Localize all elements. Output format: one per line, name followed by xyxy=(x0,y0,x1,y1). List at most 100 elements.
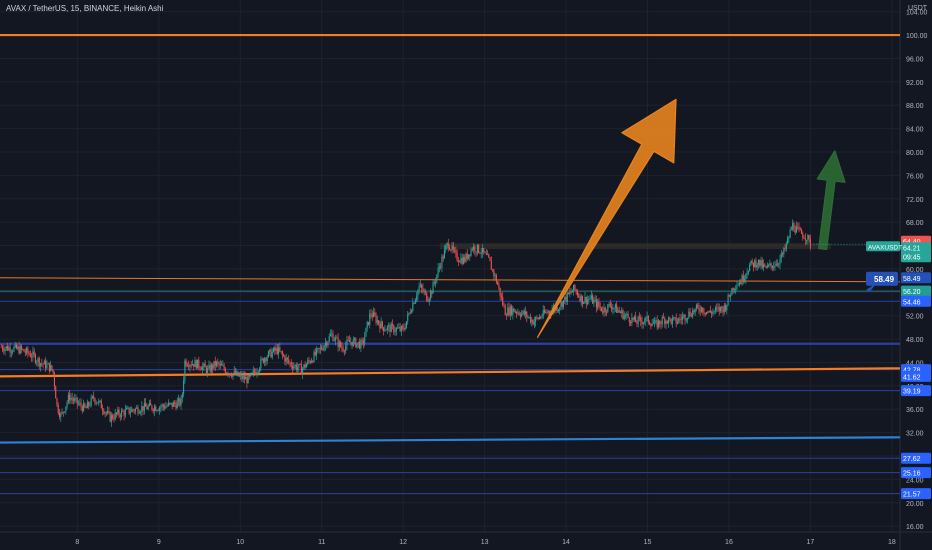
candle-body xyxy=(608,303,610,305)
candle-body xyxy=(152,409,154,412)
candle-body xyxy=(3,349,5,352)
candle-body xyxy=(632,317,634,320)
candle-body xyxy=(241,374,243,380)
candle-body xyxy=(592,295,594,304)
candle-body xyxy=(485,252,487,255)
candle-body xyxy=(678,318,680,322)
candle-body xyxy=(669,317,671,319)
candle-body xyxy=(83,403,85,412)
candle-body xyxy=(76,397,78,404)
candle-body xyxy=(568,292,570,294)
annotation-arrows xyxy=(536,98,846,338)
candle-body xyxy=(405,320,408,328)
candle-body xyxy=(787,237,789,244)
candle-body xyxy=(304,364,306,368)
level-price-label: 39.19 xyxy=(903,389,921,396)
candle-body xyxy=(26,348,28,353)
candle-body xyxy=(537,317,539,319)
candle-body xyxy=(379,323,381,329)
candle-body xyxy=(346,340,348,346)
candle-body xyxy=(60,413,62,418)
candle-body xyxy=(332,333,334,341)
level-price-label: 41.62 xyxy=(903,374,921,381)
candle-body xyxy=(778,264,780,265)
candle-body xyxy=(476,244,478,253)
candle-body xyxy=(543,309,546,313)
candle-body xyxy=(34,354,37,363)
time-axis[interactable]: 8 9 10 11 12 13 14 15 16 17 18 xyxy=(75,539,895,546)
candle-body xyxy=(570,292,572,293)
candle-body xyxy=(808,235,810,239)
candle-body xyxy=(58,412,61,418)
candle-body xyxy=(67,394,69,403)
candle-body xyxy=(227,372,229,375)
level-price-label: 25.16 xyxy=(903,471,921,478)
candle-body xyxy=(670,318,672,324)
candle-body xyxy=(314,351,316,355)
candle-body xyxy=(390,324,392,333)
candle-body xyxy=(702,307,704,313)
y-tick-label: 88.00 xyxy=(906,103,924,110)
candle-body xyxy=(646,315,648,318)
candle-body xyxy=(664,318,666,325)
candle-body xyxy=(38,358,40,367)
candle-body xyxy=(574,284,576,290)
candle-body xyxy=(779,258,781,265)
candle-body xyxy=(668,317,670,324)
candle-body xyxy=(402,326,404,328)
candle-body xyxy=(565,296,567,302)
candle-body xyxy=(55,386,57,399)
candle-body xyxy=(126,408,128,410)
candle-body xyxy=(756,264,758,268)
candle-body xyxy=(156,410,158,412)
candle-body xyxy=(794,230,796,233)
candle-body xyxy=(612,308,614,310)
candle-body xyxy=(105,412,107,414)
candle-body xyxy=(42,363,44,365)
candle-body xyxy=(792,223,794,230)
candle-body xyxy=(450,249,452,251)
candle-body xyxy=(110,415,112,422)
candle-body xyxy=(112,415,114,419)
candle-body xyxy=(448,247,451,250)
candle-body xyxy=(780,253,782,259)
candle-body xyxy=(549,311,551,313)
level-line xyxy=(0,277,901,283)
candle-body xyxy=(237,371,239,377)
candle-body xyxy=(207,368,209,374)
candle-body xyxy=(103,410,105,414)
y-tick-label: 72.00 xyxy=(906,197,924,204)
candle-body xyxy=(184,360,186,381)
candle-body xyxy=(104,412,106,414)
candle-body xyxy=(523,310,525,315)
candle-body xyxy=(619,311,622,313)
x-tick-label: 11 xyxy=(318,539,325,546)
candle-body xyxy=(618,310,620,312)
candle-body xyxy=(451,245,453,251)
candle-body xyxy=(790,229,792,230)
candle-body xyxy=(232,373,234,377)
candle-body xyxy=(47,363,49,365)
candle-body xyxy=(640,317,642,322)
candle-body xyxy=(188,365,190,367)
candle-body xyxy=(341,346,343,349)
resistance-zone xyxy=(439,243,831,250)
candle-body xyxy=(407,314,409,321)
candle-body xyxy=(660,323,662,325)
currency-label: USDT xyxy=(908,5,928,12)
candle-body xyxy=(164,406,166,409)
candle-body xyxy=(267,351,269,358)
candle-body xyxy=(352,339,354,346)
candle-body xyxy=(177,398,180,402)
candle-body xyxy=(699,310,701,312)
candle-body xyxy=(262,358,264,363)
candle-body xyxy=(189,364,191,367)
candle-body xyxy=(422,288,424,292)
candle-body xyxy=(473,246,475,250)
candle-body xyxy=(198,359,200,368)
candle-body xyxy=(259,368,261,372)
candle-body xyxy=(337,337,339,347)
level-price-label: 21.57 xyxy=(903,492,921,499)
candle-body xyxy=(180,398,182,406)
